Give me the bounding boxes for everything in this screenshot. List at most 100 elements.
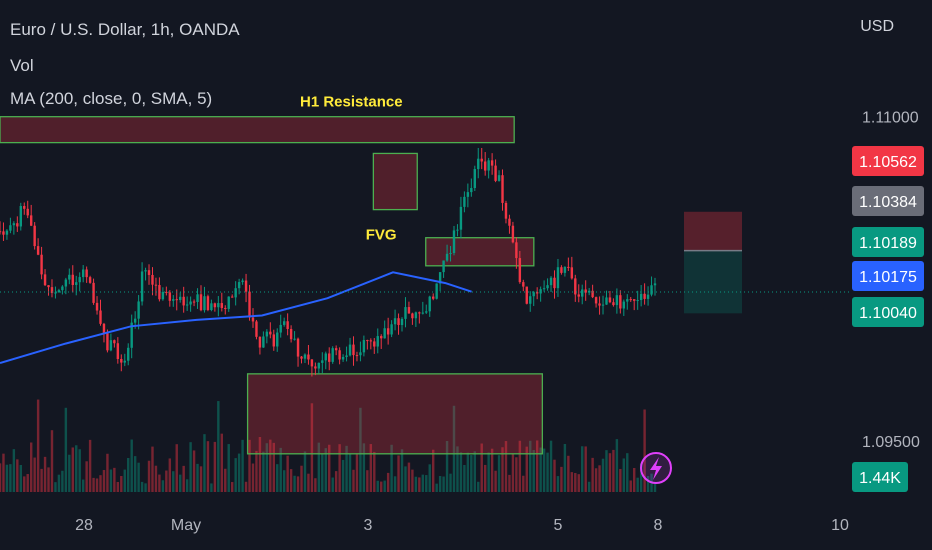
volume-bar (601, 458, 605, 492)
candle-body (362, 340, 366, 353)
volume-bar (147, 460, 151, 492)
candle-body (407, 307, 411, 314)
candle-body (116, 343, 120, 359)
candle-body (19, 206, 23, 227)
candle (591, 284, 594, 299)
candle (459, 196, 463, 239)
volume-bar (9, 464, 12, 492)
volume-bar (487, 452, 490, 492)
candle-body (522, 282, 525, 287)
candle (626, 294, 629, 310)
candle (175, 289, 178, 311)
ma-legend[interactable]: MA (200, close, 0, SMA, 5) (10, 89, 213, 108)
candle-body (334, 348, 338, 351)
candle (120, 354, 123, 372)
candle (549, 276, 553, 292)
symbol-title[interactable]: Euro / U.S. Dollar, 1h, OANDA (10, 20, 240, 39)
candle-body (574, 278, 577, 295)
volume-bar (244, 481, 248, 492)
lightning-icon[interactable] (640, 452, 672, 484)
volume-bar (362, 443, 366, 492)
volume-bar (435, 483, 438, 492)
candle (286, 313, 289, 336)
volume-bar (237, 453, 241, 492)
volume-bar (113, 467, 116, 492)
volume-bar (217, 401, 220, 492)
candle-body (390, 324, 393, 335)
candle (359, 341, 362, 362)
volume-bar (577, 474, 580, 492)
candle-body (581, 289, 584, 297)
volume-bar (525, 446, 528, 492)
candle (553, 270, 556, 299)
price-label: 1.10189 (859, 235, 917, 252)
candle-body (251, 317, 255, 322)
candle (470, 178, 473, 197)
candle-body (255, 321, 258, 337)
candle (189, 296, 192, 312)
volume-bar (373, 451, 376, 492)
candle-body (418, 312, 421, 314)
candle (445, 244, 449, 262)
candle (244, 273, 248, 303)
volume-bar (345, 445, 348, 492)
volume-bar (328, 444, 331, 492)
candle (213, 302, 217, 312)
candle-body (36, 246, 40, 255)
candle-body (179, 296, 182, 300)
volume-bar (64, 407, 68, 492)
price-label-box (852, 186, 924, 216)
candle (525, 286, 528, 305)
volume-bar (272, 442, 275, 492)
candle (605, 290, 608, 305)
candle (165, 286, 168, 296)
volume-badge: 1.44K (859, 470, 901, 487)
volume-bar (258, 436, 262, 492)
volume-bar (466, 452, 470, 492)
candle (127, 343, 130, 366)
candle-body (154, 284, 158, 286)
candle (601, 295, 605, 315)
candle (293, 331, 296, 341)
candle-body (203, 296, 206, 311)
price-label: 1.10175 (859, 269, 917, 286)
volume-bar (380, 481, 383, 492)
volume-bar (189, 442, 192, 492)
candle-body (158, 285, 161, 300)
volume-bar (203, 434, 206, 492)
candle (400, 317, 404, 332)
y-tick-label: 1.11000 (862, 110, 919, 127)
volume-bar (393, 476, 397, 492)
volume-bar (445, 440, 449, 492)
volume-legend[interactable]: Vol (10, 56, 34, 75)
candle (276, 328, 279, 352)
volume-bar (300, 465, 303, 492)
volume-bar (584, 446, 587, 492)
candle (539, 286, 542, 302)
candle-body (71, 274, 74, 285)
volume-bar (213, 441, 217, 492)
volume-badge-box (852, 462, 908, 492)
volume-bar (594, 468, 598, 492)
volume-bar (508, 474, 511, 492)
candle-body (85, 269, 88, 278)
candle-body (289, 328, 293, 340)
candle (307, 344, 310, 365)
zone-label: FVG (366, 227, 397, 244)
candle-body (64, 279, 68, 287)
candle-body (459, 206, 463, 230)
candle-body (414, 312, 418, 319)
candle (449, 245, 452, 262)
zone-box (425, 237, 535, 267)
volume-bar (542, 448, 546, 492)
candle (452, 225, 456, 256)
volume-bar (33, 457, 36, 492)
volume-bar (88, 439, 92, 492)
volume-bar (43, 456, 47, 492)
position-tool[interactable] (684, 211, 742, 314)
candle (518, 250, 522, 284)
candle (172, 295, 175, 307)
volume-bar (421, 474, 425, 492)
volume-bar (518, 440, 522, 492)
